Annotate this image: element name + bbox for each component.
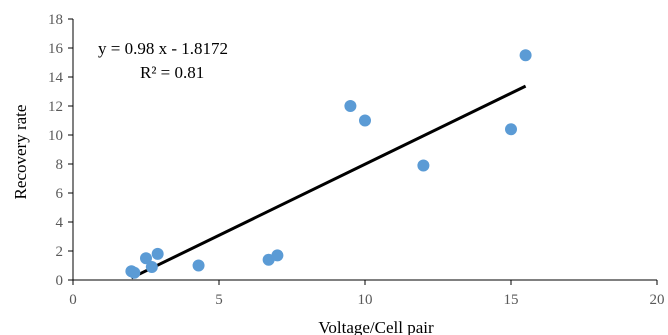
- y-tick-label: 0: [56, 273, 64, 289]
- y-tick-label: 10: [48, 128, 63, 144]
- data-point: [505, 123, 517, 136]
- y-axis-title: Recovery rate: [11, 105, 30, 200]
- data-point: [271, 249, 284, 262]
- data-point: [344, 100, 357, 112]
- axes: [72, 19, 657, 281]
- trendline-equation: y = 0.98 x - 1.8172: [98, 39, 228, 58]
- trendline: [130, 84, 527, 280]
- x-axis-ticks: 0 5 10 15 20: [69, 280, 665, 308]
- y-axis-ticks: 0 2 4 6 8 10 12 14 16 18: [48, 12, 73, 289]
- data-point: [140, 252, 152, 265]
- data-point: [145, 260, 158, 273]
- y-tick-label: 14: [48, 70, 64, 86]
- x-tick-label: 5: [215, 292, 223, 308]
- data-point: [151, 247, 164, 260]
- y-tick-label: 6: [56, 186, 64, 202]
- x-tick-label: 0: [69, 292, 77, 308]
- x-tick-label: 10: [358, 292, 373, 308]
- y-tick-label: 4: [56, 215, 64, 231]
- data-point: [128, 266, 141, 279]
- y-tick-label: 12: [48, 99, 63, 115]
- data-point: [519, 49, 532, 62]
- data-point: [417, 159, 430, 172]
- data-point: [359, 114, 371, 127]
- y-tick-label: 18: [48, 12, 63, 28]
- x-axis-title: Voltage/Cell pair: [318, 318, 434, 335]
- y-tick-label: 16: [48, 41, 64, 57]
- data-points: [125, 49, 532, 279]
- y-tick-label: 2: [56, 244, 64, 260]
- y-tick-label: 8: [56, 157, 64, 173]
- x-tick-label: 15: [504, 292, 519, 308]
- r-squared-label: R² = 0.81: [140, 63, 204, 82]
- x-tick-label: 20: [650, 292, 665, 308]
- data-point: [192, 259, 205, 272]
